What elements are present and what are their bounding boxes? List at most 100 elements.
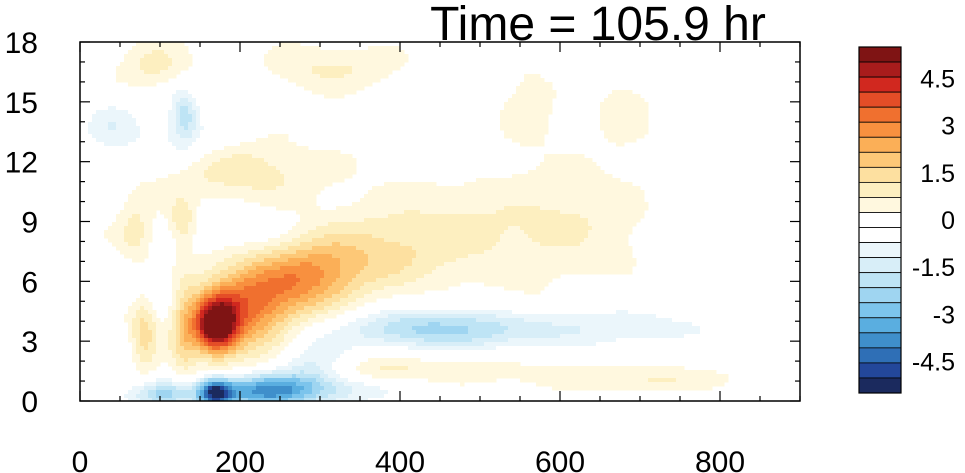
heatmap-cell <box>528 194 533 199</box>
heatmap-cell <box>460 202 465 207</box>
heatmap-cell <box>296 190 301 195</box>
heatmap-cell <box>256 190 261 195</box>
heatmap-cell <box>476 202 481 207</box>
heatmap-cell <box>232 302 237 307</box>
heatmap-cell <box>304 54 309 59</box>
heatmap-cell <box>480 274 485 279</box>
heatmap-cell <box>572 154 577 159</box>
heatmap-cell <box>384 278 389 283</box>
heatmap-cell <box>152 190 157 195</box>
heatmap-cell <box>444 242 449 247</box>
heatmap-cell <box>92 102 97 107</box>
heatmap-cell <box>188 290 193 295</box>
heatmap-cell <box>520 278 525 283</box>
heatmap-cell <box>184 242 189 247</box>
heatmap-cell <box>344 66 349 71</box>
heatmap-cell <box>288 142 293 147</box>
heatmap-cell <box>356 206 361 211</box>
heatmap-cell <box>108 226 113 231</box>
heatmap-cell <box>268 186 273 191</box>
heatmap-cell <box>464 186 469 191</box>
heatmap-cell <box>104 114 109 119</box>
heatmap-cell <box>612 182 617 187</box>
heatmap-cell <box>476 242 481 247</box>
heatmap-cell <box>132 106 137 111</box>
heatmap-cell <box>252 294 257 299</box>
heatmap-cell <box>608 250 613 255</box>
heatmap-cell <box>332 234 337 239</box>
heatmap-cell <box>448 234 453 239</box>
heatmap-cell <box>180 202 185 207</box>
heatmap-cell <box>172 90 177 95</box>
heatmap-cell <box>104 150 109 155</box>
heatmap-cell <box>428 186 433 191</box>
heatmap-cell <box>544 154 549 159</box>
heatmap-cell <box>616 266 621 271</box>
heatmap-cell <box>140 210 145 215</box>
heatmap-cell <box>336 242 341 247</box>
heatmap-cell <box>384 294 389 299</box>
heatmap-cell <box>264 190 269 195</box>
heatmap-cell <box>224 294 229 299</box>
heatmap-cell <box>296 226 301 231</box>
heatmap-cell <box>228 302 233 307</box>
heatmap-cell <box>188 186 193 191</box>
heatmap-cell <box>576 174 581 179</box>
heatmap-cell <box>308 238 313 243</box>
heatmap-cell <box>492 266 497 271</box>
heatmap-cell <box>204 158 209 163</box>
heatmap-cell <box>148 158 153 163</box>
heatmap-cell <box>216 222 221 227</box>
heatmap-cell <box>188 262 193 267</box>
heatmap-cell <box>480 262 485 267</box>
heatmap-cell <box>596 226 601 231</box>
heatmap-cell <box>304 294 309 299</box>
heatmap-cell <box>368 290 373 295</box>
heatmap-cell <box>256 182 261 187</box>
heatmap-cell <box>296 170 301 175</box>
heatmap-cell <box>152 138 157 143</box>
heatmap-cell <box>156 78 161 83</box>
heatmap-cell <box>316 70 321 75</box>
heatmap-cell <box>500 246 505 251</box>
heatmap-cell <box>388 294 393 299</box>
heatmap-cell <box>596 174 601 179</box>
heatmap-cell <box>496 178 501 183</box>
heatmap-cell <box>144 114 149 119</box>
heatmap-cell <box>520 274 525 279</box>
heatmap-cell <box>548 94 553 99</box>
heatmap-cell <box>144 234 149 239</box>
heatmap-cell <box>136 110 141 115</box>
heatmap-cell <box>532 178 537 183</box>
heatmap-cell <box>360 290 365 295</box>
heatmap-cell <box>540 194 545 199</box>
heatmap-cell <box>504 122 509 127</box>
heatmap-cell <box>536 110 541 115</box>
heatmap-cell <box>172 206 177 211</box>
heatmap-cell <box>524 194 529 199</box>
heatmap-cell <box>516 114 521 119</box>
heatmap-cell <box>536 82 541 87</box>
heatmap-cell <box>360 82 365 87</box>
heatmap-cell <box>92 110 97 115</box>
heatmap-cell <box>176 70 181 75</box>
heatmap-cell <box>576 254 581 259</box>
heatmap-cell <box>136 78 141 83</box>
heatmap-cell <box>184 142 189 147</box>
heatmap-cell <box>264 54 269 59</box>
heatmap-cell <box>528 242 533 247</box>
heatmap-cell <box>388 266 393 271</box>
heatmap-cell <box>568 234 573 239</box>
heatmap-cell <box>176 86 181 91</box>
heatmap-cell <box>244 286 249 291</box>
heatmap-cell <box>228 286 233 291</box>
heatmap-cell <box>528 98 533 103</box>
heatmap-cell <box>320 262 325 267</box>
heatmap-cell <box>624 126 629 131</box>
heatmap-cell <box>324 222 329 227</box>
heatmap-cell <box>548 266 553 271</box>
heatmap-cell <box>332 162 337 167</box>
heatmap-cell <box>252 302 257 307</box>
heatmap-cell <box>132 70 137 75</box>
heatmap-cell <box>232 146 237 151</box>
